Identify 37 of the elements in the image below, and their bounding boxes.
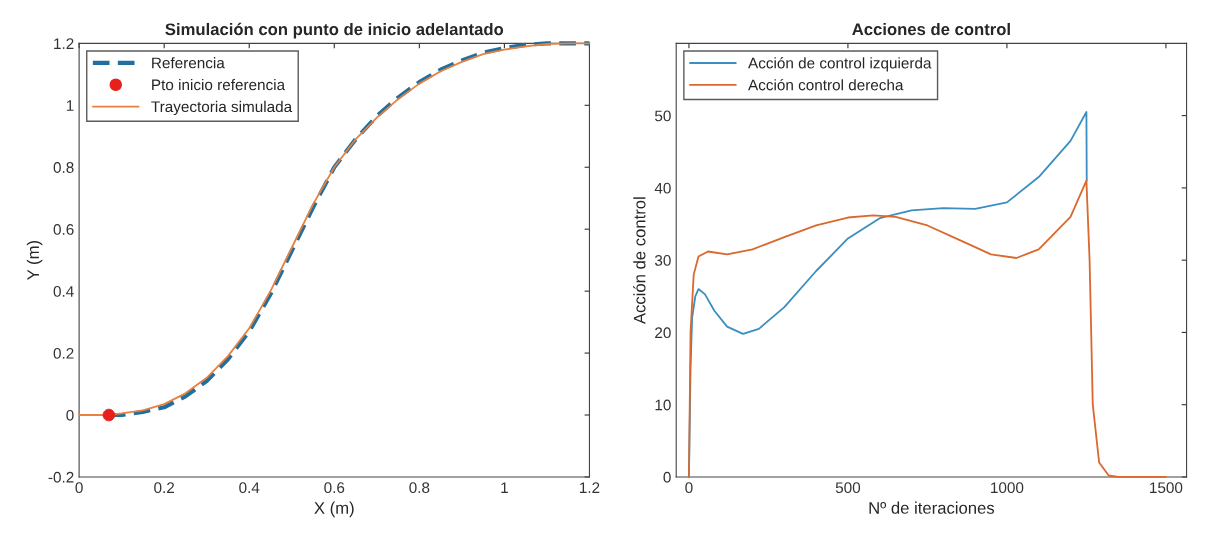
y-tick-label: 1	[66, 100, 74, 111]
x-tick-label: 1.2	[580, 482, 600, 493]
y-tick-label: 0.2	[53, 347, 74, 359]
chart-title: Acciones de control	[852, 22, 1010, 36]
legend-label: Referencia	[152, 57, 225, 69]
y-tick-label: 0	[66, 409, 74, 421]
y-tick-label: 0.6	[53, 224, 74, 235]
y-tick-label: -0.2	[48, 471, 74, 483]
y-axis-title: Y (m)	[26, 240, 43, 281]
x-tick-label: 1000	[991, 482, 1024, 494]
x-tick-label: 1	[501, 482, 508, 493]
x-tick-label: 0.6	[324, 482, 345, 494]
y-tick-label: 20	[655, 327, 671, 339]
y-tick-label: 0.8	[53, 162, 74, 173]
x-axis-title: Nº de iteraciones	[869, 501, 995, 514]
x-tick-label: 0.4	[239, 482, 260, 494]
y-tick-label: 50	[654, 110, 671, 122]
chart-title: Simulación con punto de inicio adelantado	[165, 22, 504, 39]
x-tick-label: 0.2	[154, 482, 175, 494]
legend-label: Trayectoria simulada	[151, 100, 293, 116]
line-series	[688, 179, 1167, 478]
legend-label: Acción control derecha	[748, 78, 904, 91]
x-axis-title: X (m)	[314, 501, 354, 518]
y-tick-label: 40	[654, 182, 671, 194]
y-tick-label: 30	[654, 255, 671, 266]
legend-label: Acción de control izquierda	[748, 57, 932, 72]
y-tick-label: 10	[655, 399, 671, 411]
y-tick-label: 1.2	[54, 38, 74, 49]
x-tick-label: 0	[685, 482, 693, 494]
x-tick-label: 0.8	[409, 482, 430, 494]
x-tick-label: 1500	[1150, 482, 1183, 494]
legend-label: Pto inicio referencia	[152, 78, 286, 91]
y-tick-label: 0	[663, 471, 671, 483]
y-tick-label: 0.4	[53, 286, 74, 297]
y-axis-title: Acción de control	[633, 197, 646, 325]
x-tick-label: 500	[835, 482, 861, 494]
x-tick-label: 0	[75, 482, 83, 494]
